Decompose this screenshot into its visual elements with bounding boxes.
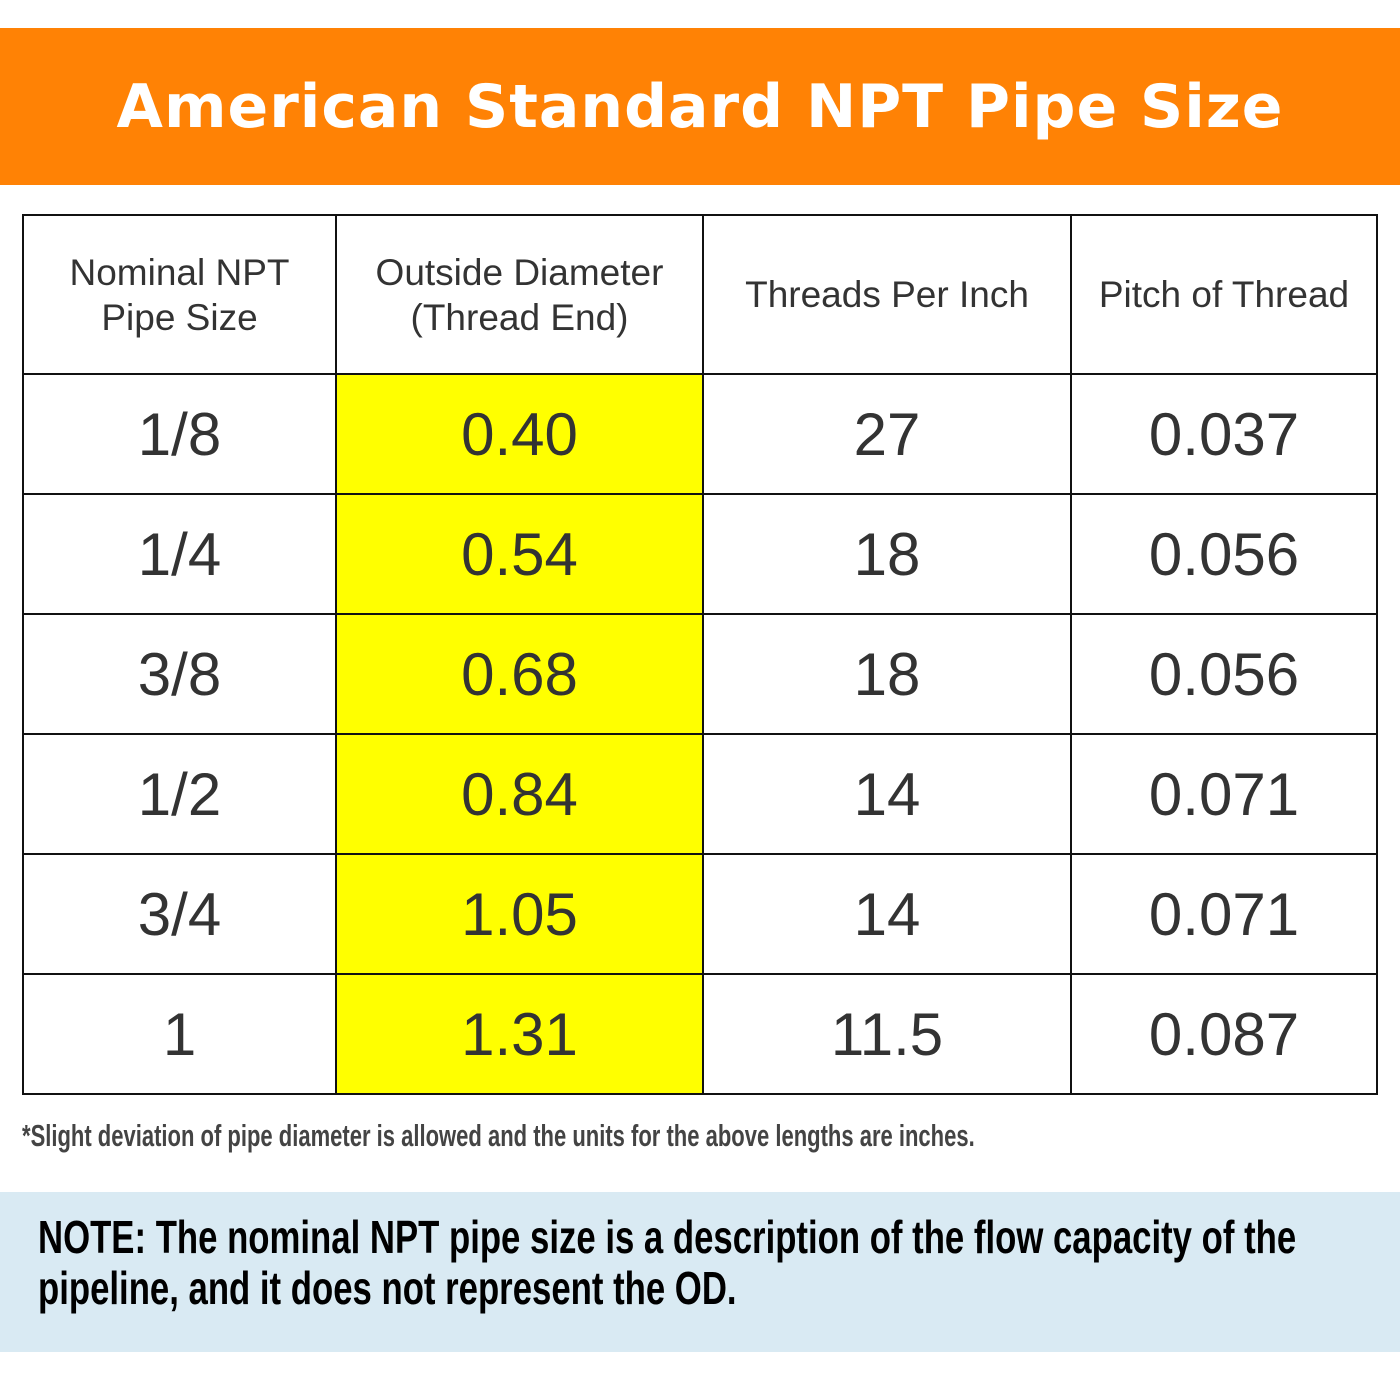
cell-outside-diameter: 0.68: [335, 613, 704, 735]
table-row: 1/2 0.84 14 0.071: [22, 733, 1378, 855]
table-row: 3/8 0.68 18 0.056: [22, 613, 1378, 735]
cell-threads-per-inch: 14: [702, 853, 1072, 975]
cell-outside-diameter: 1.31: [335, 973, 704, 1095]
npt-size-table: Nominal NPT Pipe Size Outside Diameter (…: [22, 214, 1378, 1095]
header-label: Pitch of Thread: [1098, 274, 1350, 315]
cell-threads-per-inch: 11.5: [702, 973, 1072, 1095]
cell-outside-diameter: 0.54: [335, 493, 704, 615]
cell-outside-diameter: 0.40: [335, 373, 704, 495]
cell-outside-diameter: 0.84: [335, 733, 704, 855]
cell-pitch: 0.071: [1070, 733, 1378, 855]
cell-pitch: 0.087: [1070, 973, 1378, 1095]
cell-nominal-size: 1: [22, 973, 337, 1095]
table-row: 1 1.31 11.5 0.087: [22, 973, 1378, 1095]
cell-threads-per-inch: 18: [702, 493, 1072, 615]
cell-nominal-size: 3/4: [22, 853, 337, 975]
cell-pitch: 0.056: [1070, 613, 1378, 735]
cell-nominal-size: 1/2: [22, 733, 337, 855]
cell-nominal-size: 1/8: [22, 373, 337, 495]
page-title: American Standard NPT Pipe Size: [116, 71, 1284, 142]
title-banner: American Standard NPT Pipe Size: [0, 28, 1400, 185]
cell-threads-per-inch: 18: [702, 613, 1072, 735]
cell-nominal-size: 1/4: [22, 493, 337, 615]
cell-outside-diameter: 1.05: [335, 853, 704, 975]
header-pitch: Pitch of Thread: [1070, 214, 1378, 375]
note-box: NOTE: The nominal NPT pipe size is a des…: [0, 1192, 1400, 1352]
table-row: 1/4 0.54 18 0.056: [22, 493, 1378, 615]
cell-threads-per-inch: 14: [702, 733, 1072, 855]
cell-pitch: 0.037: [1070, 373, 1378, 495]
header-label: Threads Per Inch: [745, 274, 1029, 315]
header-threads-per-inch: Threads Per Inch: [702, 214, 1072, 375]
table-header-row: Nominal NPT Pipe Size Outside Diameter (…: [22, 214, 1378, 375]
cell-nominal-size: 3/8: [22, 613, 337, 735]
header-label: Nominal NPT Pipe Size: [69, 251, 290, 338]
footnote: *Slight deviation of pipe diameter is al…: [22, 1118, 975, 1153]
header-outside-diameter: Outside Diameter (Thread End): [335, 214, 704, 375]
note-text: NOTE: The nominal NPT pipe size is a des…: [38, 1211, 1297, 1314]
cell-pitch: 0.071: [1070, 853, 1378, 975]
table-row: 1/8 0.40 27 0.037: [22, 373, 1378, 495]
header-label: Outside Diameter (Thread End): [375, 251, 664, 338]
cell-threads-per-inch: 27: [702, 373, 1072, 495]
table-row: 3/4 1.05 14 0.071: [22, 853, 1378, 975]
cell-pitch: 0.056: [1070, 493, 1378, 615]
header-nominal-size: Nominal NPT Pipe Size: [22, 214, 337, 375]
